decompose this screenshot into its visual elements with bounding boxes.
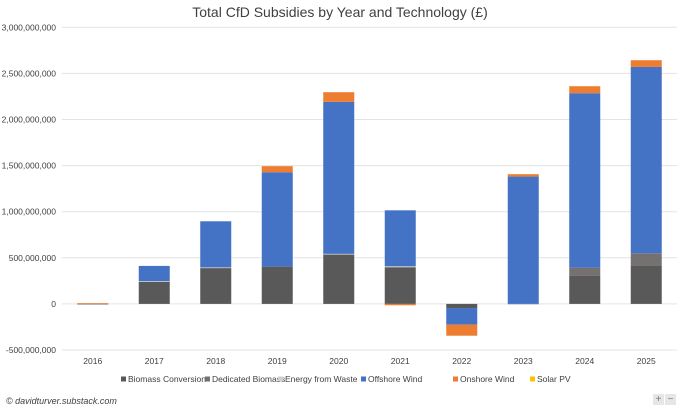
bar-onshore-wind-2021 [384, 303, 416, 306]
y-tick-label: 0 [51, 299, 56, 309]
legend-label: Solar PV [537, 374, 571, 384]
y-tick-label: 1,500,000,000 [2, 161, 57, 171]
y-tick-label: 500,000,000 [9, 253, 57, 263]
y-tick-label: 3,000,000,000 [2, 22, 57, 32]
legend-swatch [121, 376, 126, 382]
bar-offshore-wind-2024 [569, 93, 601, 268]
legend-label: Energy from Waste [285, 374, 358, 384]
bar-offshore-wind-2023 [507, 176, 539, 304]
x-tick-label: 2021 [391, 356, 410, 366]
legend-label: Offshore Wind [368, 374, 422, 384]
legend-item: Onshore Wind [453, 374, 515, 384]
bar-onshore-wind-2019 [261, 166, 293, 173]
bar-energy-from-waste-2018 [200, 267, 232, 269]
legend-item: Biomass Conversion [121, 374, 206, 384]
bar-biomass-conversion-2019 [261, 266, 293, 304]
credit-text: © davidturver.substack.com [6, 396, 117, 406]
bar-onshore-wind-2020 [323, 92, 355, 102]
legend-swatch [278, 376, 283, 382]
legend-item: Energy from Waste [278, 374, 358, 384]
legend-swatch [361, 376, 366, 382]
legend-item: Solar PV [530, 374, 571, 384]
bar-biomass-conversion-2022 [446, 303, 478, 309]
legend-swatch [453, 376, 458, 382]
legend-label: Onshore Wind [460, 374, 515, 384]
bar-offshore-wind-2020 [323, 101, 355, 254]
bar-offshore-wind-2025 [630, 66, 662, 254]
y-axis-ticks: -500,000,000 0 500,000,000 1,000,000,000 1,5… [2, 22, 57, 355]
bar-energy-from-waste-2020 [323, 253, 355, 255]
y-tick-label: 1,000,000,000 [2, 207, 57, 217]
bar-dedicated-biomass-2025 [630, 253, 662, 266]
zoom-controls: + − [653, 394, 676, 405]
x-tick-label: 2024 [575, 356, 594, 366]
legend-item: Dedicated Biomass [205, 374, 285, 384]
legend-label: Biomass Conversion [128, 374, 206, 384]
bar-onshore-wind-2016 [77, 303, 109, 304]
x-tick-label: 2025 [637, 356, 656, 366]
bar-onshore-wind-2025 [630, 60, 662, 67]
bar-biomass-conversion-2025 [630, 265, 662, 304]
x-tick-label: 2022 [452, 356, 471, 366]
bar-offshore-wind-2018 [200, 221, 232, 268]
bar-dedicated-biomass-2024 [569, 267, 601, 276]
bar-onshore-wind-2024 [569, 86, 601, 94]
legend: Biomass Conversion Dedicated Biomass Energ… [121, 374, 571, 384]
bar-energy-from-waste-2023 [507, 303, 539, 305]
bar-energy-from-waste-2021 [384, 266, 416, 268]
bar-offshore-wind-2019 [261, 172, 293, 267]
y-tick-label: 2,000,000,000 [2, 115, 57, 125]
bar-biomass-conversion-2020 [323, 254, 355, 304]
legend-item: Offshore Wind [361, 374, 422, 384]
legend-label: Dedicated Biomass [212, 374, 285, 384]
zoom-out-button[interactable]: − [665, 394, 676, 405]
bars [77, 60, 662, 336]
bar-biomass-conversion-2021 [384, 267, 416, 304]
x-tick-label: 2019 [268, 356, 287, 366]
x-tick-label: 2020 [329, 356, 348, 366]
x-axis-ticks: 2016 2017 2018 2019 2020 2021 2022 2023 2024 2025 [83, 356, 656, 366]
bar-biomass-conversion-2024 [569, 275, 601, 304]
y-tick-label: -500,000,000 [6, 345, 56, 355]
bar-energy-from-waste-2017 [138, 281, 170, 282]
bar-biomass-conversion-2016 [77, 303, 109, 305]
bar-offshore-wind-2017 [138, 265, 170, 282]
x-tick-label: 2018 [206, 356, 225, 366]
x-tick-label: 2016 [83, 356, 102, 366]
x-tick-label: 2023 [514, 356, 533, 366]
bar-biomass-conversion-2017 [138, 281, 170, 304]
x-tick-label: 2017 [145, 356, 164, 366]
zoom-in-button[interactable]: + [653, 394, 664, 405]
bar-onshore-wind-2022 [446, 324, 478, 336]
bar-offshore-wind-2022 [446, 308, 478, 325]
legend-swatch [530, 376, 535, 382]
bar-offshore-wind-2021 [384, 210, 416, 267]
legend-swatch [205, 376, 210, 382]
bar-biomass-conversion-2018 [200, 267, 232, 304]
bar-onshore-wind-2023 [507, 174, 539, 177]
y-tick-label: 2,500,000,000 [2, 68, 57, 78]
chart-title: Total CfD Subsidies by Year and Technolo… [192, 4, 487, 20]
